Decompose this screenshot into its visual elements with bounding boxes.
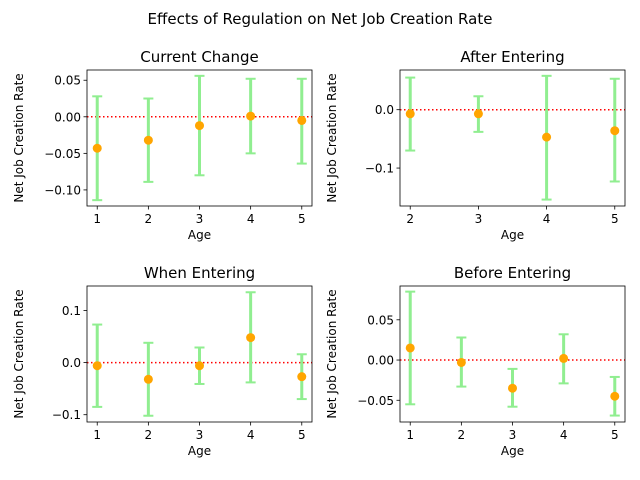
x-tick-label: 2 — [406, 212, 414, 226]
x-tick-label: 1 — [93, 212, 101, 226]
x-axis-label: Age — [501, 228, 524, 242]
x-tick-label: 5 — [298, 428, 306, 442]
x-tick-label: 4 — [543, 212, 551, 226]
y-tick-label: −0.10 — [44, 183, 81, 197]
data-point — [473, 109, 483, 119]
figure-suptitle: Effects of Regulation on Net Job Creatio… — [148, 10, 493, 28]
x-tick-label: 2 — [145, 428, 153, 442]
y-tick-label: 0.00 — [367, 354, 394, 368]
panel-when-entering: When Entering 1 2 3 4 5 −0.1 0.0 0.1 Age Net Job C… — [12, 264, 313, 458]
y-tick-label: 0.1 — [62, 304, 81, 318]
data-point — [143, 135, 153, 145]
y-tick-label: −0.05 — [44, 147, 81, 161]
data-point — [195, 361, 204, 371]
axes-frame — [399, 69, 626, 207]
data-point — [297, 372, 307, 382]
data-point — [297, 115, 307, 125]
x-axis-label: Age — [188, 444, 211, 458]
y-tick-label: 0.0 — [62, 356, 81, 370]
data-point — [456, 357, 466, 367]
y-tick-label: 0.05 — [367, 313, 394, 327]
x-tick-label: 5 — [611, 212, 619, 226]
x-tick-label: 3 — [196, 212, 204, 226]
data-point — [246, 111, 256, 121]
x-tick-label: 5 — [298, 212, 306, 226]
x-tick-label: 3 — [196, 428, 204, 442]
x-tick-label: 4 — [560, 428, 568, 442]
panel-before-entering: Before Entering 1 2 3 4 5 −0.05 0.00 0.05 Age Net … — [325, 264, 626, 458]
panel-current-change: Current Change 1 2 3 4 5 −0.10 −0.05 0.00 0.05 Age… — [12, 48, 313, 242]
x-tick-label: 2 — [458, 428, 466, 442]
x-tick-label: 3 — [475, 212, 483, 226]
data-point — [246, 333, 256, 343]
panel-title: After Entering — [460, 48, 564, 66]
data-point — [610, 126, 620, 136]
data-point — [143, 374, 153, 384]
y-axis-label: Net Job Creation Rate — [325, 289, 339, 418]
panel-title: Before Entering — [454, 264, 571, 282]
data-point — [542, 132, 552, 142]
y-axis-label: Net Job Creation Rate — [12, 289, 26, 418]
y-tick-label: 0.0 — [375, 103, 394, 117]
y-axis-label: Net Job Creation Rate — [325, 73, 339, 202]
data-point — [508, 383, 517, 393]
data-point — [92, 143, 102, 153]
x-tick-label: 4 — [247, 428, 255, 442]
y-tick-label: −0.1 — [52, 408, 81, 422]
x-tick-label: 5 — [611, 428, 619, 442]
x-axis-label: Age — [501, 444, 524, 458]
data-point — [405, 343, 415, 353]
y-tick-label: −0.1 — [365, 162, 394, 176]
data-point — [559, 353, 569, 363]
x-tick-label: 4 — [247, 212, 255, 226]
x-axis-label: Age — [188, 228, 211, 242]
x-tick-label: 3 — [509, 428, 517, 442]
panel-title: When Entering — [144, 264, 255, 282]
panel-after-entering: After Entering 2 3 4 5 −0.1 0.0 Age Net Job Crea… — [325, 48, 626, 242]
y-axis-label: Net Job Creation Rate — [12, 73, 26, 202]
x-tick-label: 1 — [93, 428, 101, 442]
x-tick-label: 2 — [145, 212, 153, 226]
x-tick-label: 1 — [406, 428, 414, 442]
y-tick-label: 0.00 — [54, 110, 81, 124]
data-point — [610, 391, 620, 401]
data-point — [405, 109, 415, 119]
data-point — [195, 121, 204, 131]
data-point — [92, 361, 102, 371]
panel-title: Current Change — [140, 48, 259, 66]
y-tick-label: 0.05 — [54, 74, 81, 88]
y-tick-label: −0.05 — [357, 394, 394, 408]
